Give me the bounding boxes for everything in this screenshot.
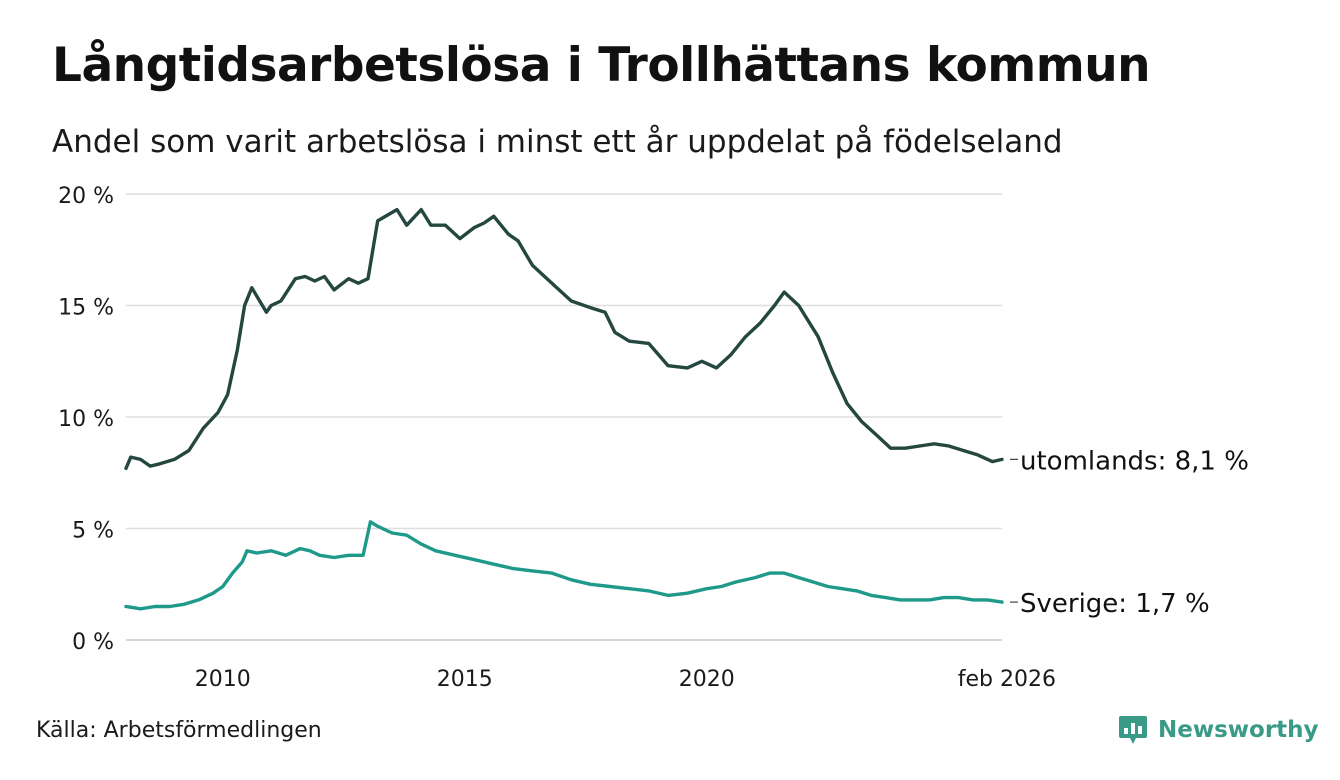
x-tick-label: 2015 xyxy=(437,667,493,692)
y-axis-ticks: 0 % 5 % 10 % 15 % 20 % xyxy=(58,184,114,655)
x-axis-ticks: 2010 2015 2020 feb 2026 xyxy=(195,667,1056,692)
chart-subtitle: Andel som varit arbetslösa i minst ett å… xyxy=(52,124,1063,160)
newsworthy-logo-icon xyxy=(1119,716,1147,744)
x-tick-label: feb 2026 xyxy=(958,667,1056,692)
series-end-labels: utomlands: 8,1 % Sverige: 1,7 % xyxy=(1010,446,1249,619)
source-note: Källa: Arbetsförmedlingen xyxy=(36,718,322,743)
x-tick-label: 2010 xyxy=(195,667,251,692)
y-tick-label: 0 % xyxy=(72,630,114,655)
series-end-label-sverige: Sverige: 1,7 % xyxy=(1020,589,1210,619)
series-end-label-utomlands: utomlands: 8,1 % xyxy=(1020,446,1249,476)
x-tick-label: 2020 xyxy=(679,667,735,692)
chart-title: Långtidsarbetslösa i Trollhättans kommun xyxy=(52,38,1151,93)
gridlines xyxy=(126,193,1002,641)
y-tick-label: 10 % xyxy=(58,407,114,432)
line-chart: 0 %5 %10 %15 %20 % 2010 2015 2020 feb 2026 … xyxy=(58,184,1249,692)
brand-logo: Newsworthy xyxy=(1118,714,1319,746)
series-lines xyxy=(124,207,1004,611)
series-line-sverige xyxy=(124,520,1004,611)
series-line-utomlands xyxy=(124,207,1004,470)
brand-name: Newsworthy xyxy=(1158,717,1319,743)
y-tick-label: 15 % xyxy=(58,296,114,321)
y-tick-label: 5 % xyxy=(72,519,114,544)
y-tick-label: 20 % xyxy=(58,184,114,209)
